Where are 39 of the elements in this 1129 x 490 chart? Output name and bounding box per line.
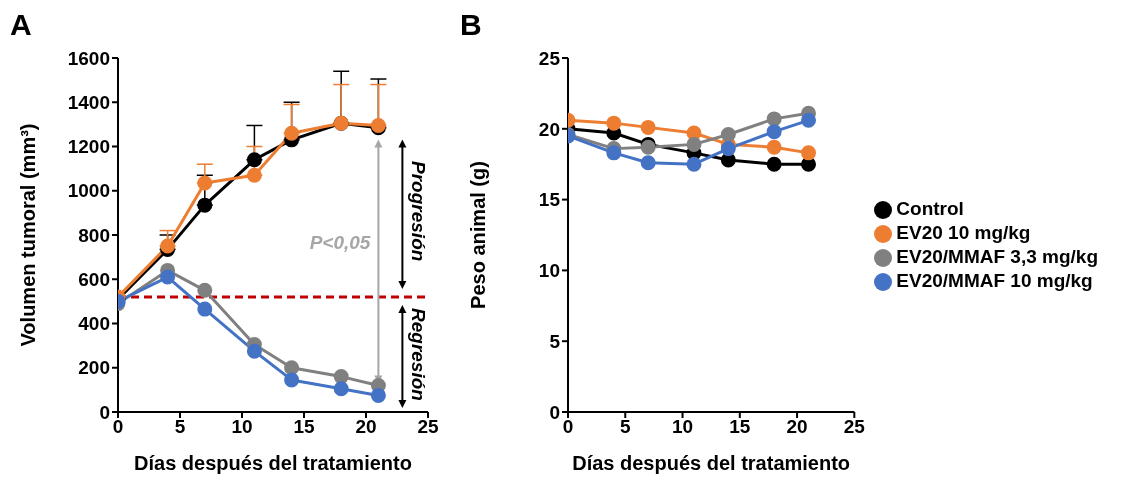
y-tick-label: 600	[78, 268, 110, 290]
y-tick-label: 400	[78, 313, 110, 335]
x-tick-label: 5	[174, 416, 186, 438]
y-tick-label: 0	[549, 401, 560, 423]
chart-title: A	[10, 8, 32, 42]
y-tick-label: 1400	[67, 92, 110, 113]
y-tick-label: 20	[538, 118, 560, 140]
legend-label: EV20/MMAF 10 mg/kg	[896, 270, 1093, 291]
legend-label: Control	[896, 198, 964, 219]
x-tick-label: 15	[293, 416, 315, 438]
x-tick-label: 0	[112, 416, 124, 438]
x-tick-label: 5	[619, 416, 631, 438]
x-axis-title: Días después del tratamiento	[134, 452, 412, 474]
x-tick-label: 25	[417, 416, 439, 438]
x-axis-title: Días después del tratamiento	[572, 452, 851, 474]
y-tick-label: 200	[78, 357, 110, 379]
y-tick-label: 10	[538, 260, 560, 282]
y-tick-label: 1000	[67, 180, 110, 202]
x-tick-label: 20	[786, 416, 808, 438]
y-axis-title: Peso animal (g)	[467, 161, 490, 309]
y-tick-label: 0	[99, 401, 110, 423]
annotation: P<0,05	[309, 231, 371, 253]
annotation: Progresión	[407, 161, 429, 262]
x-tick-label: 15	[729, 416, 751, 438]
legend-label: EV20 10 mg/kg	[896, 222, 1031, 243]
y-tick-label: 25	[538, 47, 561, 69]
y-tick-label: 800	[78, 224, 110, 246]
y-tick-label: 1200	[67, 136, 110, 158]
y-tick-label: 1600	[67, 47, 110, 69]
y-axis-title: Volumen tumoral (mm³)	[17, 123, 40, 347]
legend-label: EV20/MMAF 3,3 mg/kg	[896, 246, 1098, 267]
x-tick-label: 10	[231, 416, 253, 438]
annotation: Regresión	[407, 308, 429, 401]
y-tick-label: 5	[549, 330, 561, 352]
y-tick-label: 15	[538, 189, 561, 211]
x-tick-label: 20	[355, 416, 377, 438]
x-tick-label: 10	[671, 416, 694, 438]
x-tick-label: 25	[843, 416, 866, 438]
chart-title: B	[460, 8, 482, 42]
